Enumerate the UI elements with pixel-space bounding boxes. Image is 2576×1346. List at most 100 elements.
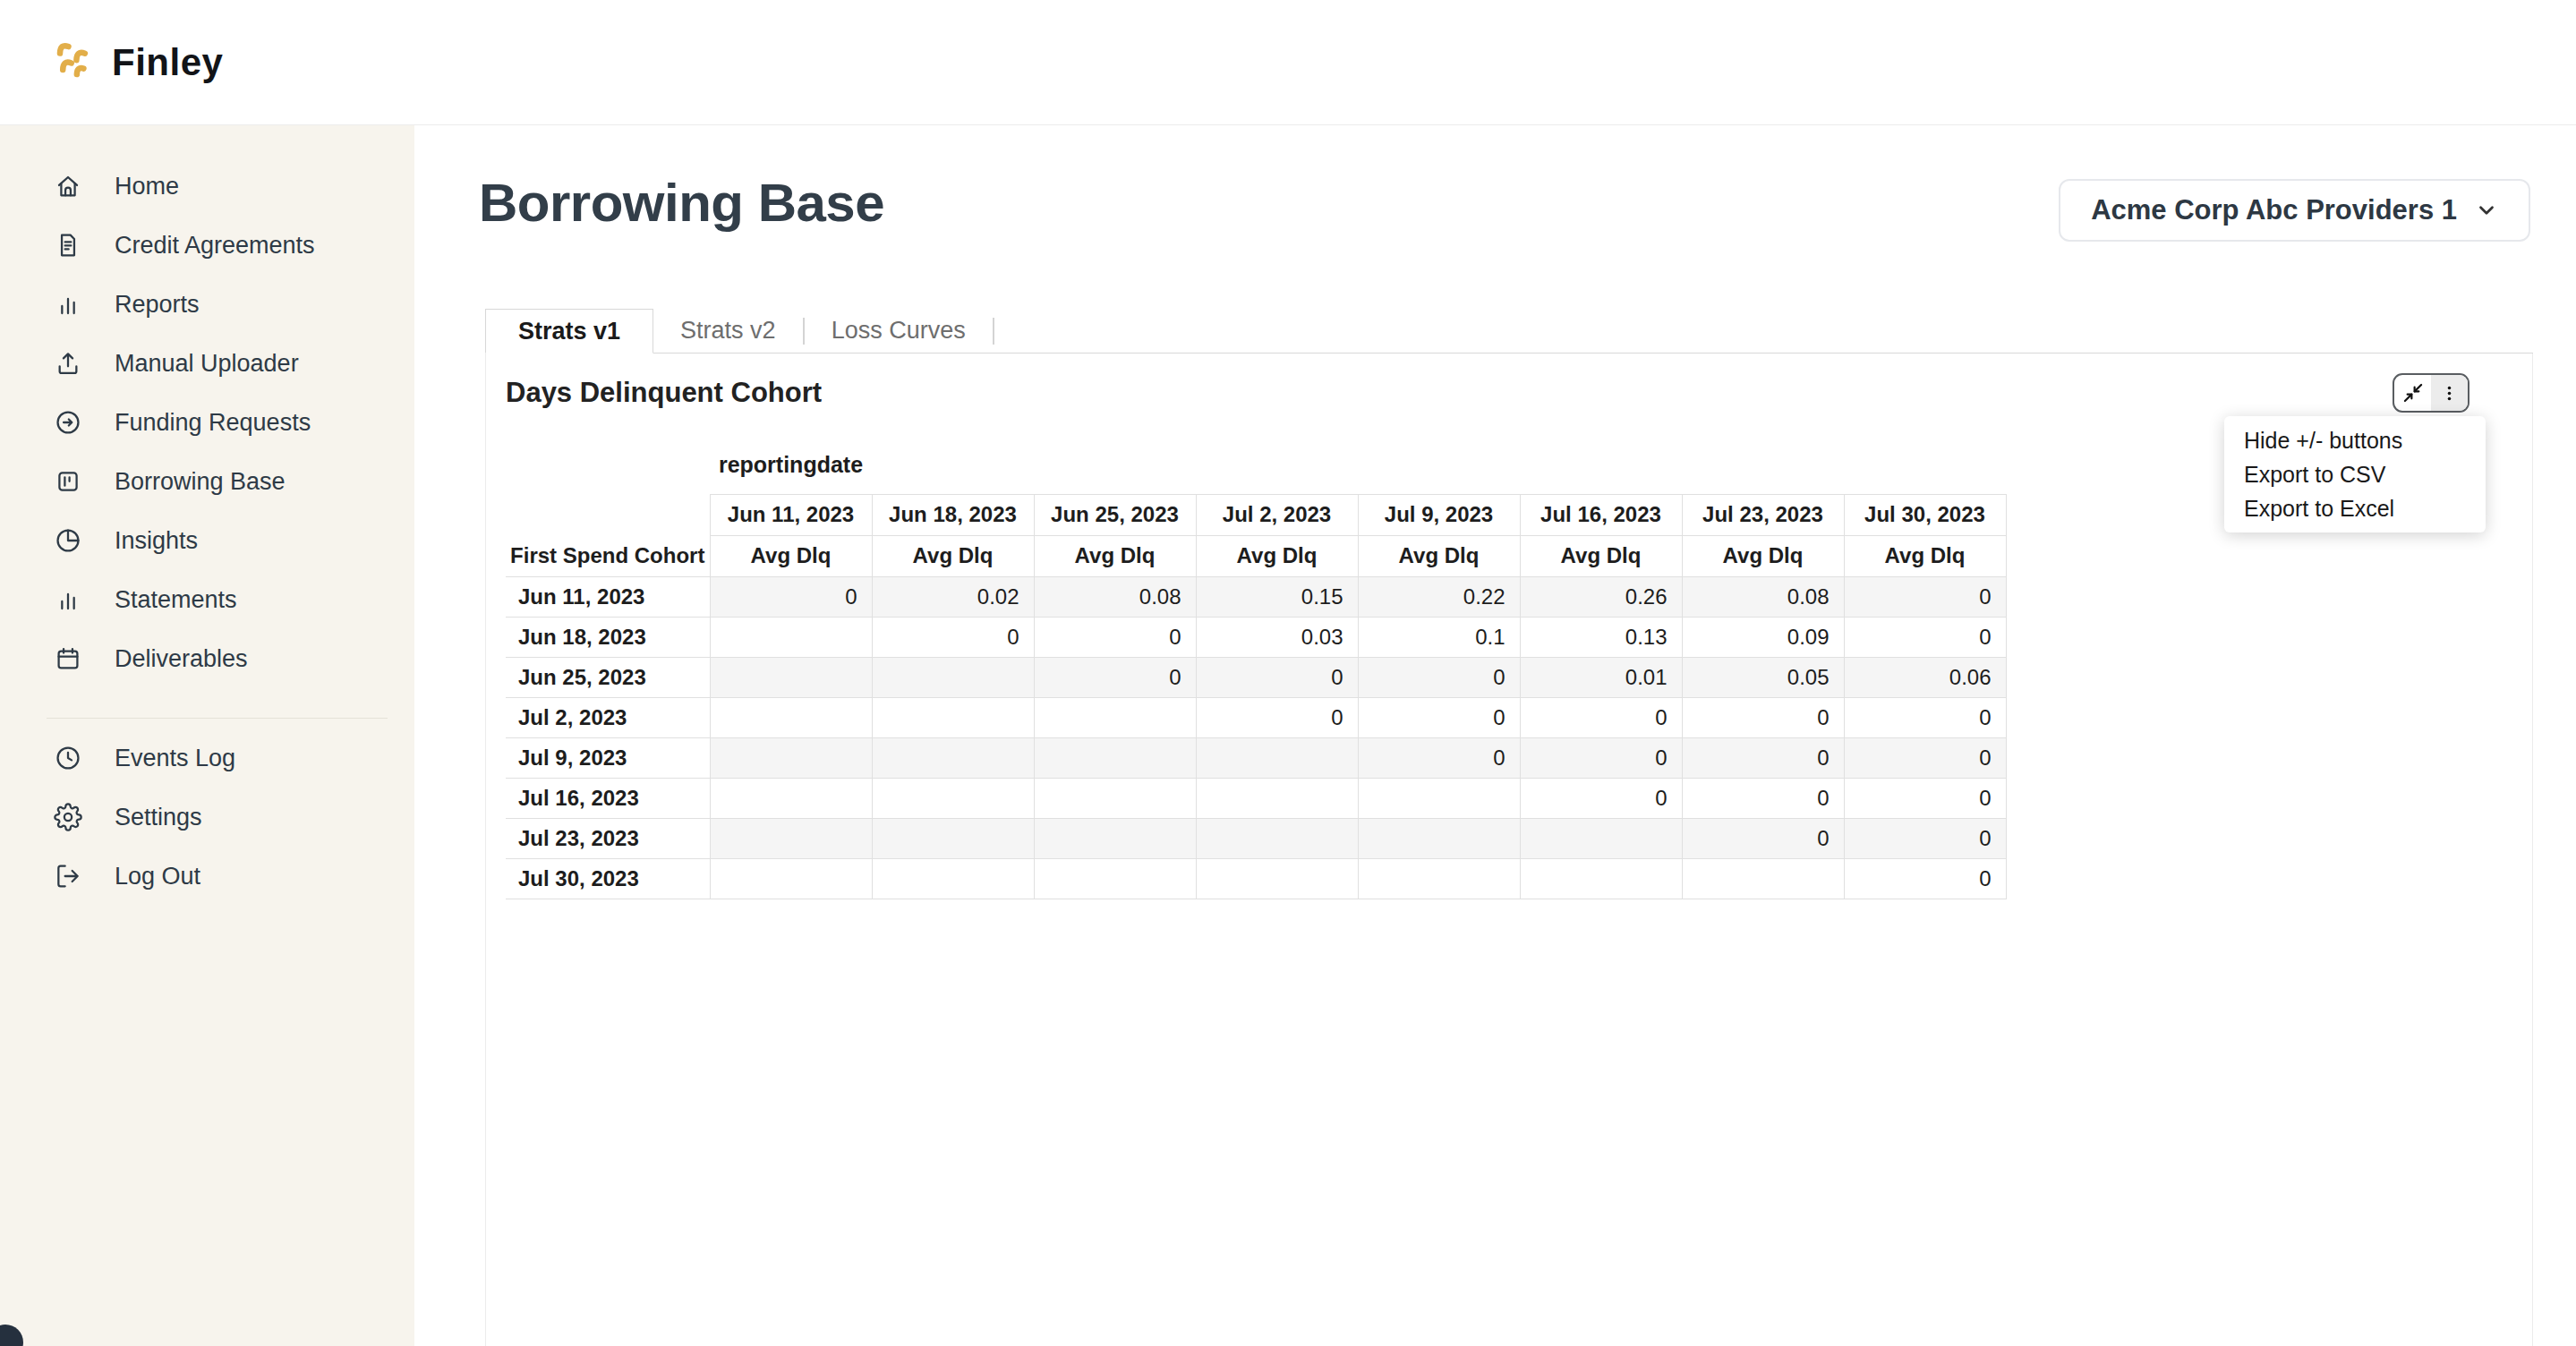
value-cell: 0.15 (1196, 576, 1358, 617)
table-row: Jun 25, 20230000.010.050.06 (506, 657, 2006, 697)
sidebar-item-label: Settings (115, 804, 202, 831)
tab-bar: Strats v1Strats v2Loss Curves (485, 309, 2533, 354)
sidebar-item-manual-uploader[interactable]: Manual Uploader (0, 345, 414, 381)
sidebar-main-group: Home Credit Agreements Reports Manual Uploa… (0, 168, 414, 677)
sidebar-divider (47, 718, 388, 719)
value-cell: 0 (1196, 697, 1358, 737)
bar-chart-icon (54, 585, 82, 614)
menu-item-export-to-excel[interactable]: Export to Excel (2224, 491, 2486, 525)
value-cell: 0 (1034, 657, 1196, 697)
row-axis-label: First Spend Cohort (506, 535, 710, 576)
value-cell: 0.13 (1520, 617, 1682, 657)
sidebar-item-reports[interactable]: Reports (0, 286, 414, 322)
table-row: Jul 2, 202300000 (506, 697, 2006, 737)
value-cell: 0 (1034, 617, 1196, 657)
sidebar-item-events-log[interactable]: Events Log (0, 740, 414, 776)
table-row: Jul 23, 202300 (506, 818, 2006, 858)
row-header: Jun 25, 2023 (506, 657, 710, 697)
pie-chart-icon (54, 526, 82, 555)
sidebar: Home Credit Agreements Reports Manual Uploa… (0, 125, 414, 1346)
value-cell: 0 (1520, 778, 1682, 818)
collapse-icon (2403, 383, 2423, 403)
sidebar-item-label: Deliverables (115, 645, 248, 673)
value-cell: 0 (1844, 858, 2006, 899)
tab-strats-v1[interactable]: Strats v1 (485, 309, 653, 354)
clock-icon (54, 744, 82, 772)
column-subheader: Avg Dlq (1520, 535, 1682, 576)
value-cell: 0 (1682, 737, 1844, 778)
spacer-cell (872, 437, 2006, 494)
value-cell: 0 (1682, 697, 1844, 737)
value-cell: 0.06 (1844, 657, 2006, 697)
value-cell: 0 (1844, 737, 2006, 778)
value-cell: 0 (1844, 617, 2006, 657)
tab-loss-curves[interactable]: Loss Curves (805, 309, 993, 353)
collapse-button[interactable] (2394, 375, 2431, 411)
sidebar-item-borrowing-base[interactable]: Borrowing Base (0, 464, 414, 499)
sidebar-item-label: Borrowing Base (115, 468, 286, 496)
sidebar-item-funding-requests[interactable]: Funding Requests (0, 405, 414, 440)
value-cell (872, 818, 1034, 858)
value-cell (1358, 818, 1520, 858)
column-subheader: Avg Dlq (1358, 535, 1520, 576)
column-header: Jun 18, 2023 (872, 494, 1034, 535)
entity-selector[interactable]: Acme Corp Abc Providers 1 (2059, 179, 2530, 242)
app-root: Finley Home Credit Agreements Reports Manua… (0, 0, 2576, 1346)
column-subheader: Avg Dlq (1034, 535, 1196, 576)
sidebar-item-deliverables[interactable]: Deliverables (0, 641, 414, 677)
tab-divider (993, 318, 994, 345)
sidebar-item-statements[interactable]: Statements (0, 582, 414, 618)
value-cell (1196, 818, 1358, 858)
column-subheader: Avg Dlq (1196, 535, 1358, 576)
subheader-row: First Spend CohortAvg DlqAvg DlqAvg DlqA… (506, 535, 2006, 576)
value-cell (710, 697, 872, 737)
menu-item-hide-buttons[interactable]: Hide +/- buttons (2224, 423, 2486, 457)
column-header: Jul 9, 2023 (1358, 494, 1520, 535)
page-title: Borrowing Base (479, 172, 884, 234)
value-cell (872, 737, 1034, 778)
value-cell: 0 (1682, 818, 1844, 858)
value-cell: 0 (1358, 697, 1520, 737)
sidebar-item-label: Insights (115, 527, 198, 555)
value-cell: 0.05 (1682, 657, 1844, 697)
tab-strats-v2[interactable]: Strats v2 (653, 309, 803, 353)
sidebar-item-label: Home (115, 173, 179, 200)
column-subheader: Avg Dlq (710, 535, 872, 576)
spacer-cell (506, 437, 710, 494)
row-header: Jul 16, 2023 (506, 778, 710, 818)
sidebar-item-home[interactable]: Home (0, 168, 414, 204)
logo[interactable]: Finley (49, 38, 223, 88)
value-cell (1034, 697, 1196, 737)
row-header: Jul 30, 2023 (506, 858, 710, 899)
column-header: Jul 16, 2023 (1520, 494, 1682, 535)
menu-item-export-to-csv[interactable]: Export to CSV (2224, 457, 2486, 491)
value-cell: 0 (1520, 697, 1682, 737)
column-header: Jul 2, 2023 (1196, 494, 1358, 535)
value-cell: 0 (1520, 737, 1682, 778)
kebab-menu-button[interactable] (2431, 375, 2468, 411)
arrow-right-circle-icon (54, 408, 82, 437)
sidebar-item-label: Manual Uploader (115, 350, 299, 378)
column-header: Jun 11, 2023 (710, 494, 872, 535)
value-cell: 0 (1196, 657, 1358, 697)
sidebar-item-log-out[interactable]: Log Out (0, 858, 414, 894)
card-title: Days Delinquent Cohort (506, 377, 822, 409)
value-cell (1034, 818, 1196, 858)
value-cell (1682, 858, 1844, 899)
table-row: Jun 11, 202300.020.080.150.220.260.080 (506, 576, 2006, 617)
value-cell (1358, 778, 1520, 818)
sidebar-item-insights[interactable]: Insights (0, 523, 414, 558)
sidebar-item-credit-agreements[interactable]: Credit Agreements (0, 227, 414, 263)
corner-cell (506, 494, 710, 535)
value-cell: 0 (1682, 778, 1844, 818)
entity-selector-label: Acme Corp Abc Providers 1 (2091, 194, 2457, 226)
chevron-down-icon (2475, 199, 2498, 222)
pivot-table: reportingdateJun 11, 2023Jun 18, 2023 Jun… (506, 437, 2007, 899)
pivot-axis-label: reportingdate (710, 437, 872, 494)
value-cell: 0.02 (872, 576, 1034, 617)
sidebar-item-settings[interactable]: Settings (0, 799, 414, 835)
value-cell: 0 (710, 576, 872, 617)
table-toolbar (2393, 373, 2469, 413)
value-cell: 0 (1844, 576, 2006, 617)
value-cell (872, 778, 1034, 818)
